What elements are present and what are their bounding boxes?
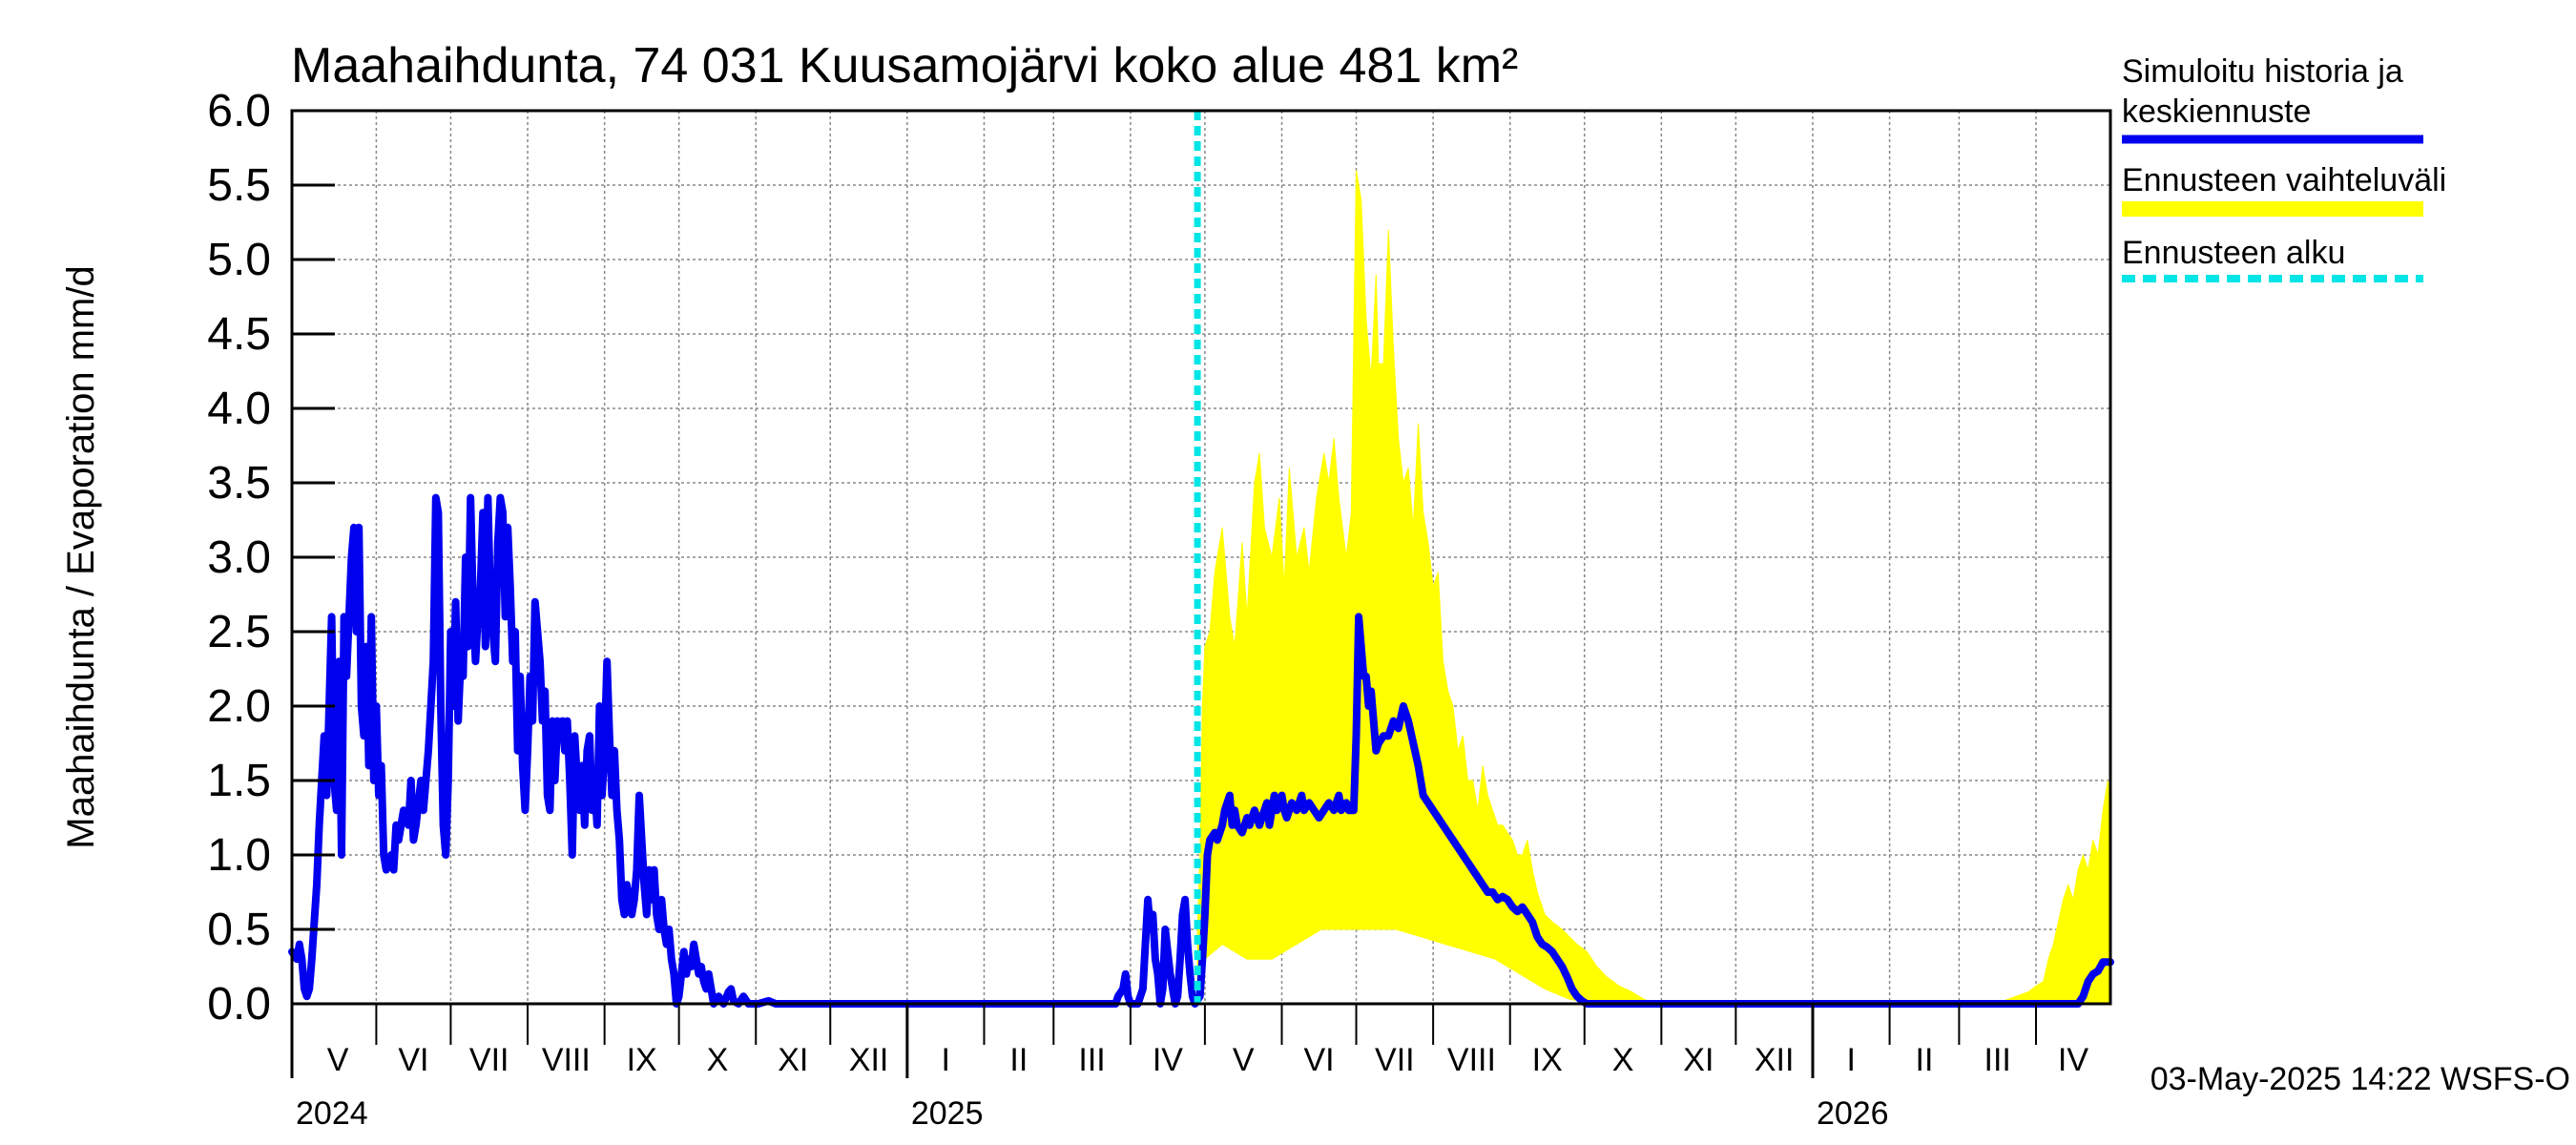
y-tick-label: 6.0 bbox=[207, 86, 271, 136]
month-label: X bbox=[1612, 1042, 1634, 1078]
legend-label-simulated: Simuloitu historia ja bbox=[2122, 53, 2403, 90]
month-label: IV bbox=[2058, 1042, 2088, 1078]
month-label: VII bbox=[469, 1042, 509, 1078]
y-tick-label: 3.5 bbox=[207, 458, 271, 509]
month-label: X bbox=[707, 1042, 729, 1078]
y-tick-label: 0.5 bbox=[207, 905, 271, 955]
y-axis-ticks: 0.0 0.5 1.0 1.5 2.0 2.5 3.0 3.5 4.0 4.5 5.0 5.5 6.0 bbox=[207, 86, 335, 1030]
y-tick-label: 2.5 bbox=[207, 607, 271, 657]
legend: Simuloitu historia ja keskiennuste Ennuste… bbox=[2122, 53, 2446, 282]
month-label: XI bbox=[778, 1042, 808, 1078]
legend-label-forecast-start: Ennusteen alku bbox=[2122, 235, 2345, 271]
y-axis-label: Maahaihdunta / Evaporation mm/d bbox=[60, 265, 102, 848]
legend-label-range: Ennusteen vaihteluväli bbox=[2122, 162, 2446, 198]
y-tick-label: 4.0 bbox=[207, 384, 271, 434]
month-label: II bbox=[1009, 1042, 1028, 1078]
y-tick-label: 3.0 bbox=[207, 532, 271, 583]
month-label: III bbox=[1984, 1042, 2011, 1078]
legend-label-simulated-2: keskiennuste bbox=[2122, 94, 2311, 130]
month-label: VIII bbox=[542, 1042, 591, 1078]
year-label: 2026 bbox=[1817, 1095, 1889, 1132]
y-tick-label: 2.0 bbox=[207, 681, 271, 732]
month-label: IV bbox=[1153, 1042, 1183, 1078]
month-label: III bbox=[1078, 1042, 1105, 1078]
month-label: XII bbox=[849, 1042, 889, 1078]
y-tick-label: 1.5 bbox=[207, 756, 271, 806]
y-tick-label: 5.5 bbox=[207, 160, 271, 211]
month-label: I bbox=[1847, 1042, 1856, 1078]
simulated-series-line bbox=[288, 493, 2114, 1008]
x-axis: V VI VII VIII IX X XI XII I II III IV V VI VII VIII IX X X… bbox=[290, 1004, 2088, 1132]
series-layer bbox=[288, 493, 2114, 1008]
month-label: II bbox=[1916, 1042, 1934, 1078]
year-label: 2024 bbox=[296, 1095, 368, 1132]
footer-timestamp: 03-May-2025 14:22 WSFS-O bbox=[2150, 1061, 2570, 1097]
month-label: VI bbox=[1303, 1042, 1334, 1078]
grid bbox=[292, 110, 2110, 1004]
month-label: IX bbox=[1532, 1042, 1563, 1078]
month-label: XI bbox=[1683, 1042, 1714, 1078]
month-label: V bbox=[1233, 1042, 1255, 1078]
legend-swatch-range bbox=[2122, 201, 2423, 217]
month-label: V bbox=[327, 1042, 349, 1078]
month-label: VI bbox=[398, 1042, 428, 1078]
y-tick-label: 4.5 bbox=[207, 309, 271, 360]
month-label: IX bbox=[627, 1042, 657, 1078]
month-label: VII bbox=[1375, 1042, 1415, 1078]
month-label: XII bbox=[1755, 1042, 1795, 1078]
month-label: I bbox=[941, 1042, 949, 1078]
year-label: 2025 bbox=[911, 1095, 984, 1132]
y-tick-label: 1.0 bbox=[207, 830, 271, 881]
y-tick-label: 0.0 bbox=[207, 979, 271, 1030]
y-tick-label: 5.0 bbox=[207, 235, 271, 285]
month-label: VIII bbox=[1447, 1042, 1496, 1078]
chart-title: Maahaihdunta, 74 031 Kuusamojärvi koko a… bbox=[291, 38, 1518, 94]
